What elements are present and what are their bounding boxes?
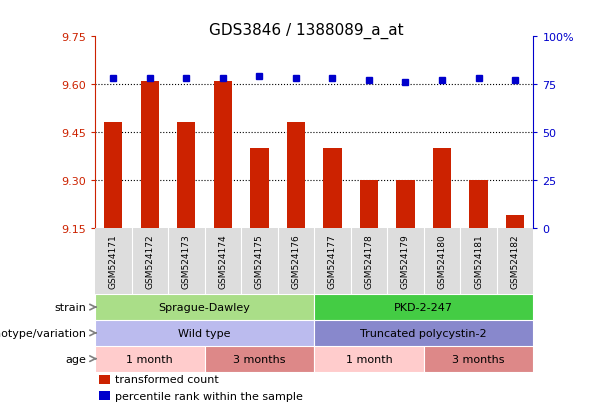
Text: age: age: [66, 354, 86, 364]
Bar: [314, 320, 533, 346]
Text: GSM524178: GSM524178: [365, 234, 373, 288]
Text: GSM524176: GSM524176: [291, 234, 300, 288]
Bar: [140, 82, 159, 228]
Bar: [314, 294, 533, 320]
Bar: [99, 391, 110, 401]
Text: 1 month: 1 month: [126, 354, 173, 364]
Bar: [314, 346, 424, 372]
Text: percentile rank within the sample: percentile rank within the sample: [115, 391, 303, 401]
Bar: [99, 375, 110, 384]
Bar: [95, 320, 314, 346]
Bar: [177, 123, 196, 228]
Text: transformed count: transformed count: [115, 374, 218, 384]
Text: Wild type: Wild type: [178, 328, 231, 338]
Text: GSM524173: GSM524173: [182, 234, 191, 288]
Text: 3 months: 3 months: [233, 354, 286, 364]
Text: GSM524171: GSM524171: [109, 234, 118, 288]
Text: GSM524174: GSM524174: [218, 234, 227, 288]
Bar: [470, 180, 488, 228]
Text: GSM524179: GSM524179: [401, 234, 410, 288]
Bar: [424, 346, 533, 372]
Text: GDS3846 / 1388089_a_at: GDS3846 / 1388089_a_at: [209, 23, 404, 39]
Text: Sprague-Dawley: Sprague-Dawley: [159, 302, 251, 312]
Text: strain: strain: [55, 302, 86, 312]
Bar: [104, 123, 123, 228]
Text: PKD-2-247: PKD-2-247: [394, 302, 453, 312]
Text: genotype/variation: genotype/variation: [0, 328, 86, 338]
Text: GSM524172: GSM524172: [145, 234, 154, 288]
Bar: [95, 294, 314, 320]
Bar: [205, 346, 314, 372]
Bar: [360, 180, 378, 228]
Bar: [506, 216, 524, 228]
Bar: [397, 180, 414, 228]
Text: GSM524182: GSM524182: [511, 234, 520, 288]
Text: Truncated polycystin-2: Truncated polycystin-2: [360, 328, 487, 338]
Text: 3 months: 3 months: [452, 354, 504, 364]
Bar: [323, 149, 341, 228]
Bar: [214, 82, 232, 228]
Text: GSM524177: GSM524177: [328, 234, 337, 288]
Bar: [95, 346, 205, 372]
Text: 1 month: 1 month: [346, 354, 392, 364]
Text: GSM524180: GSM524180: [438, 234, 446, 288]
Bar: [250, 149, 268, 228]
Bar: [433, 149, 451, 228]
Text: GSM524175: GSM524175: [255, 234, 264, 288]
Bar: [287, 123, 305, 228]
Text: GSM524181: GSM524181: [474, 234, 483, 288]
